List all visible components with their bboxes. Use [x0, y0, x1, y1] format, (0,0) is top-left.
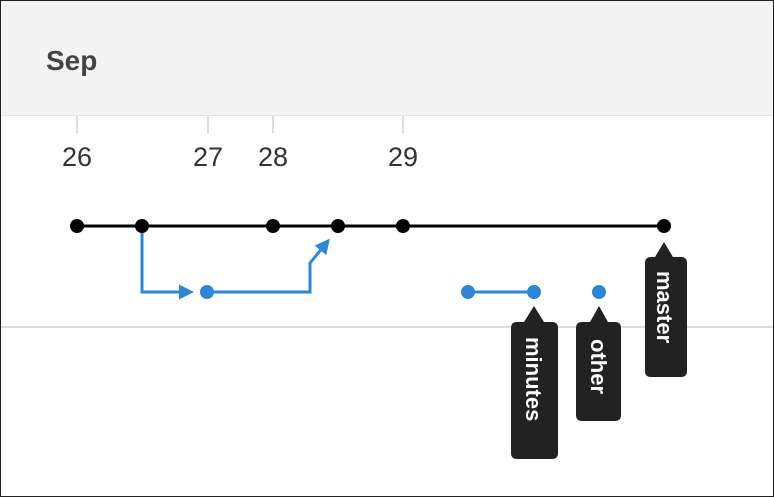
commit-dot[interactable] — [135, 219, 149, 233]
branch-out-path — [140, 227, 194, 300]
branch-label-other: other — [586, 339, 611, 394]
branch-commit-dot[interactable] — [592, 285, 606, 299]
commit-dot[interactable] — [331, 219, 345, 233]
day-label: 26 — [62, 142, 92, 172]
branch-label-master: master — [652, 271, 677, 344]
branch-badge-other[interactable]: other — [576, 306, 621, 421]
branch-commit-dot[interactable] — [200, 285, 214, 299]
branch-commit-dot[interactable] — [461, 285, 475, 299]
branch-badge-master[interactable]: master — [645, 242, 687, 377]
day-label: 28 — [258, 142, 288, 172]
timeline-header: Sep — [1, 1, 773, 116]
day-label: 27 — [193, 142, 223, 172]
branch-merge-path — [207, 238, 330, 294]
month-label: Sep — [46, 45, 98, 76]
day-label: 29 — [388, 142, 418, 172]
commit-dot[interactable] — [70, 219, 84, 233]
branch-badge-minutes[interactable]: minutes — [511, 306, 558, 459]
commit-dot[interactable] — [266, 219, 280, 233]
branch-commit-dot[interactable] — [527, 285, 541, 299]
branch-label-minutes: minutes — [521, 337, 546, 421]
commit-dot[interactable] — [396, 219, 410, 233]
commit-dot[interactable] — [657, 219, 671, 233]
